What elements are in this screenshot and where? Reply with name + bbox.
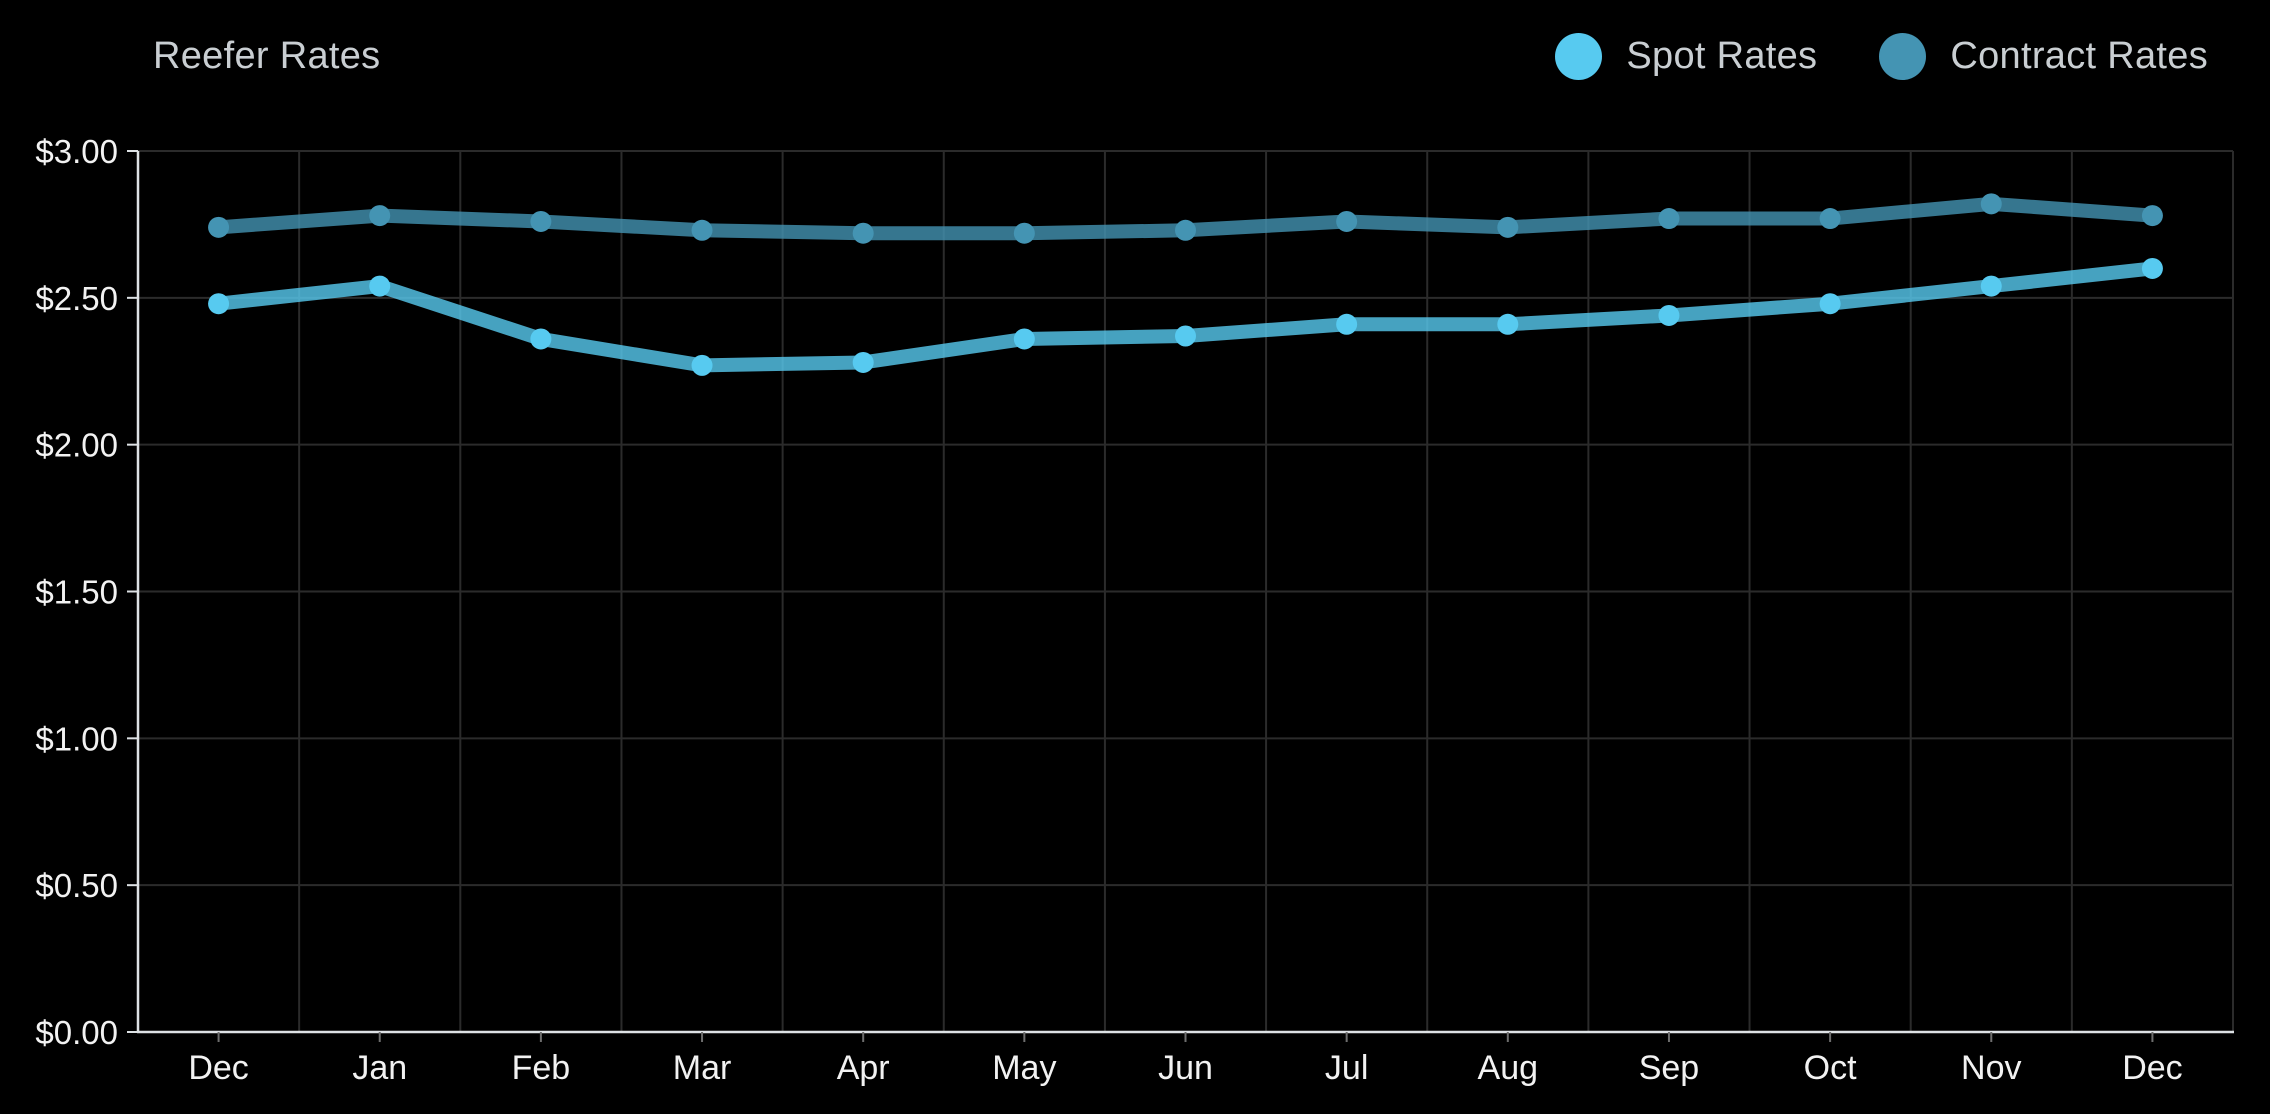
contract-rates-point	[1497, 216, 1519, 238]
x-tick-label: Apr	[837, 1049, 890, 1087]
spot-rates-point	[1819, 293, 1841, 315]
y-tick-label: $3.00	[35, 133, 118, 170]
spot-rates-point	[852, 351, 874, 373]
contract-rates-point	[2141, 205, 2163, 227]
spot-rates-legend-dot-icon	[1555, 33, 1603, 80]
spot-rates-point	[2141, 257, 2163, 279]
contract-rates-point	[369, 205, 391, 227]
legend-item-spot-rates[interactable]: Spot Rates	[1555, 33, 1817, 80]
x-tick-label: Jan	[352, 1049, 407, 1087]
x-tick-label: Dec	[188, 1049, 248, 1087]
spot-rates-point	[1336, 313, 1358, 335]
spot-rates-point	[530, 328, 552, 350]
spot-rates-point	[1175, 325, 1196, 347]
contract-rates-point	[1013, 222, 1035, 244]
legend-label-contract-rates: Contract Rates	[1950, 35, 2208, 77]
contract-rates-point	[1175, 219, 1196, 241]
spot-rates-point	[1980, 275, 2002, 297]
x-tick-label: Jul	[1325, 1049, 1368, 1087]
x-tick-label: Sep	[1639, 1049, 1700, 1087]
x-tick-label: Nov	[1961, 1049, 2021, 1087]
contract-rates-point	[691, 219, 713, 241]
spot-rates-point	[208, 293, 230, 315]
y-tick-label: $0.50	[35, 867, 118, 904]
x-tick-label: Feb	[512, 1049, 571, 1087]
x-tick-label: Jun	[1158, 1049, 1213, 1087]
contract-rates-point	[852, 222, 874, 244]
chart-title: Reefer Rates	[153, 35, 381, 77]
y-tick-label: $0.00	[35, 1014, 118, 1051]
spot-rates-point	[1013, 328, 1035, 350]
spot-rates-point	[691, 354, 713, 376]
x-tick-label: Mar	[673, 1049, 732, 1087]
y-tick-label: $1.50	[35, 574, 118, 611]
spot-rates-line	[211, 261, 2160, 373]
spot-rates-point	[369, 275, 391, 297]
y-tick-label: $2.50	[35, 280, 118, 317]
y-tick-label: $2.00	[35, 427, 118, 464]
contract-rates-point	[208, 216, 230, 238]
contract-rates-legend-dot-icon	[1879, 33, 1927, 80]
legend-item-contract-rates[interactable]: Contract Rates	[1879, 33, 2208, 80]
contract-rates-point	[1980, 193, 2002, 215]
x-tick-label: Dec	[2122, 1049, 2182, 1087]
spot-rates-point	[1658, 304, 1680, 326]
legend: Spot Rates Contract Rates	[1555, 33, 2208, 80]
contract-rates-point	[1819, 208, 1841, 230]
x-tick-label: Aug	[1478, 1049, 1539, 1087]
contract-rates-point	[530, 210, 552, 232]
y-tick-label: $1.00	[35, 720, 118, 757]
legend-label-spot-rates: Spot Rates	[1626, 35, 1818, 77]
contract-rates-point	[1336, 210, 1358, 232]
contract-rates-point	[1658, 208, 1680, 230]
spot-rates-point	[1497, 313, 1519, 335]
x-tick-label: May	[992, 1049, 1056, 1087]
x-tick-label: Oct	[1804, 1049, 1857, 1087]
